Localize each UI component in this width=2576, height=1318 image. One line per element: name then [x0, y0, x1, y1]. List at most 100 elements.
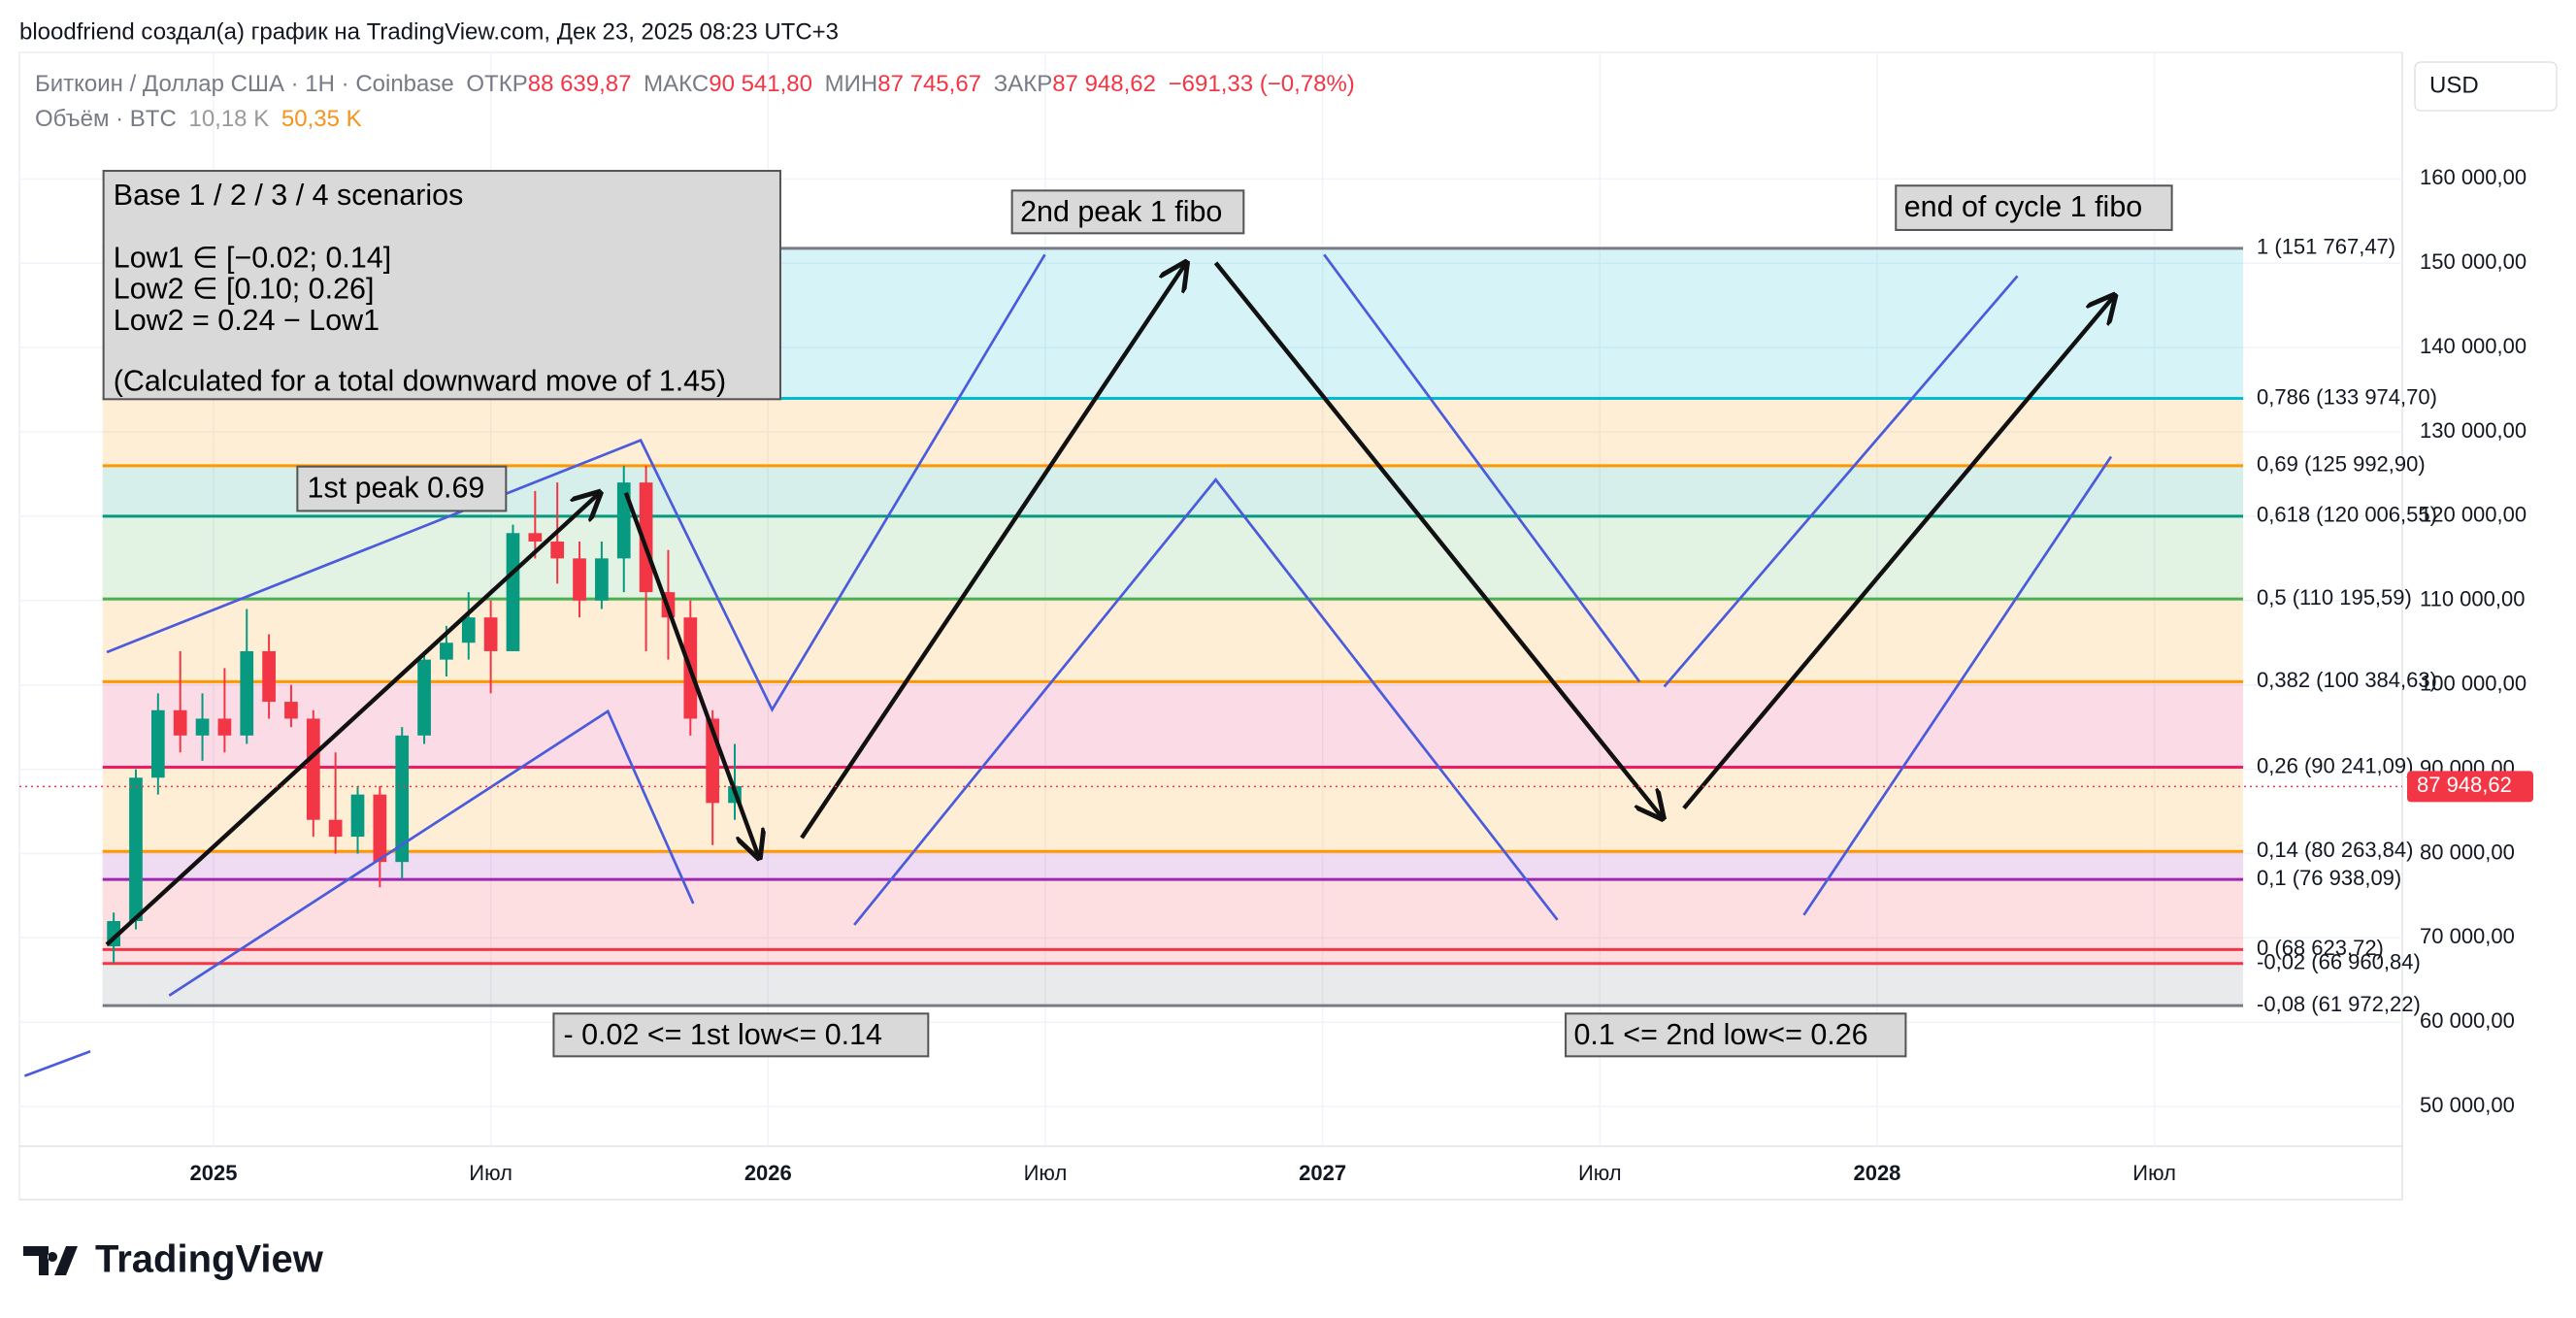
- fib-band: [102, 681, 2244, 768]
- trend-line: [1802, 455, 2113, 916]
- trend-line: [853, 478, 1559, 926]
- annotation-text: Low2 ∈ [0.10; 0.26]: [114, 273, 375, 306]
- y-tick-label: 70 000,00: [2420, 924, 2515, 948]
- currency-button[interactable]: [2414, 61, 2558, 112]
- fib-label: 0,69 (125 992,90): [2257, 452, 2426, 477]
- annotation: 0.1 <= 2nd low<= 0.26: [1565, 1012, 1907, 1058]
- arrow: [623, 492, 759, 858]
- candle-body: [528, 533, 543, 542]
- author-line: bloodfriend создал(а) график на TradingV…: [19, 18, 839, 45]
- annotation-text: Base 1 / 2 / 3 / 4 scenarios: [114, 179, 464, 212]
- y-tick-label: 60 000,00: [2420, 1008, 2515, 1033]
- close: 87 948,62: [1052, 71, 1156, 97]
- fib-band: [102, 963, 2244, 1006]
- x-tick-label: Июл: [2132, 1161, 2176, 1185]
- y-tick-label: 110 000,00: [2420, 587, 2525, 611]
- candle-body: [195, 718, 210, 736]
- annotation-text: Low1 ∈ [−0.02; 0.14]: [114, 241, 391, 274]
- currency[interactable]: USD: [2429, 72, 2479, 98]
- candle-body: [461, 617, 476, 643]
- last-price-tag: [2407, 771, 2533, 803]
- open: 88 639,87: [528, 71, 632, 97]
- y-tick-label: 160 000,00: [2420, 165, 2526, 189]
- y-tick-label: 80 000,00: [2420, 840, 2515, 864]
- candle-body: [550, 541, 565, 559]
- fib-band: [102, 851, 2244, 880]
- annotation-box: [102, 170, 782, 401]
- low-label: МИН: [825, 71, 878, 97]
- x-tick-label: 2026: [744, 1161, 792, 1185]
- x-tick-label: 2025: [189, 1161, 237, 1185]
- fib-band: [102, 398, 2244, 466]
- fib-label: 0,26 (90 241,09): [2257, 753, 2413, 777]
- arrow: [1682, 296, 2114, 810]
- annotation: 1st peak 0.69: [296, 465, 508, 512]
- candle-body: [262, 650, 276, 703]
- annotation-text: - 0.02 <= 1st low<= 0.14: [564, 1018, 883, 1051]
- annotation-text: 1st peak 0.69: [308, 471, 485, 504]
- candle-body: [328, 819, 343, 838]
- change: −691,33 (−0,78%): [1169, 71, 1355, 97]
- fib-band: [102, 767, 2244, 852]
- fib-label: -0,08 (61 972,22): [2257, 992, 2421, 1016]
- volume-legend: Объём · BTC 10,18 K 50,35 K: [35, 106, 362, 132]
- volume-label: Объём · BTC: [35, 106, 177, 132]
- candle-body: [440, 643, 453, 660]
- high-label: МАКС: [644, 71, 709, 97]
- candle-body: [595, 558, 609, 601]
- candle-body: [395, 735, 410, 863]
- close-label: ЗАКР: [994, 71, 1053, 97]
- high: 90 541,80: [709, 71, 812, 97]
- candle-body: [173, 709, 187, 736]
- fib-label: 0,618 (120 006,55): [2257, 503, 2437, 527]
- candle-body: [217, 718, 232, 736]
- annotation-box: [1565, 1012, 1907, 1058]
- brand-logo: [23, 1246, 78, 1275]
- candle-body: [129, 777, 143, 921]
- fib-band: [102, 599, 2244, 682]
- candle-body: [240, 650, 254, 736]
- symbol: Биткоин / Доллар США · 1H · Coinbase: [35, 71, 454, 97]
- annotation: 2nd peak 1 fibo: [1010, 189, 1245, 235]
- trend-line: [23, 1049, 91, 1077]
- fib-label: 0 (68 623,72): [2257, 936, 2384, 960]
- trend-line: [106, 253, 1046, 713]
- brand: TradingView: [95, 1238, 324, 1281]
- fib-label: 0,1 (76 938,09): [2257, 866, 2401, 890]
- fib-band: [102, 515, 2244, 600]
- fib-band: [102, 879, 2244, 950]
- fib-label: 0,786 (133 974,70): [2257, 384, 2437, 409]
- low: 87 745,67: [877, 71, 981, 97]
- y-tick-label: 100 000,00: [2420, 672, 2526, 696]
- arrow: [105, 493, 600, 946]
- arrow: [1213, 261, 1663, 818]
- candle-body: [639, 482, 653, 593]
- y-tick-label: 120 000,00: [2420, 503, 2526, 527]
- annotation-box: [1895, 184, 2173, 231]
- y-tick-label: 130 000,00: [2420, 418, 2526, 443]
- fib-band: [102, 949, 2244, 964]
- y-tick-label: 50 000,00: [2420, 1093, 2515, 1117]
- candle-body: [573, 558, 586, 601]
- fib-label: 0,5 (110 195,59): [2257, 585, 2412, 610]
- candle-body: [306, 718, 320, 820]
- fib-label: 1 (151 767,47): [2257, 235, 2395, 259]
- open-label: ОТКР: [466, 71, 527, 97]
- annotation: - 0.02 <= 1st low<= 0.14: [552, 1012, 930, 1058]
- x-tick-label: 2027: [1299, 1161, 1346, 1185]
- annotation: Base 1 / 2 / 3 / 4 scenarios Low1 ∈ [−0.…: [102, 170, 782, 401]
- annotation: end of cycle 1 fibo: [1895, 184, 2173, 231]
- annotation-text: (Calculated for a total downward move of…: [114, 364, 726, 397]
- candle-body: [417, 659, 431, 736]
- volume: 10,18 K: [188, 106, 269, 132]
- trend-line: [1663, 275, 2019, 688]
- fib-label: -0,02 (66 960,84): [2257, 950, 2421, 974]
- trend-line: [1323, 253, 1641, 683]
- x-tick-label: Июл: [1578, 1161, 1622, 1185]
- candle-body: [373, 794, 387, 863]
- fib-label: 0,14 (80 263,84): [2257, 838, 2413, 862]
- symbol-legend: Биткоин / Доллар США · 1H · Coinbase ОТК…: [35, 71, 1355, 97]
- x-tick-label: 2028: [1853, 1161, 1900, 1185]
- annotation-text: 2nd peak 1 fibo: [1020, 195, 1222, 228]
